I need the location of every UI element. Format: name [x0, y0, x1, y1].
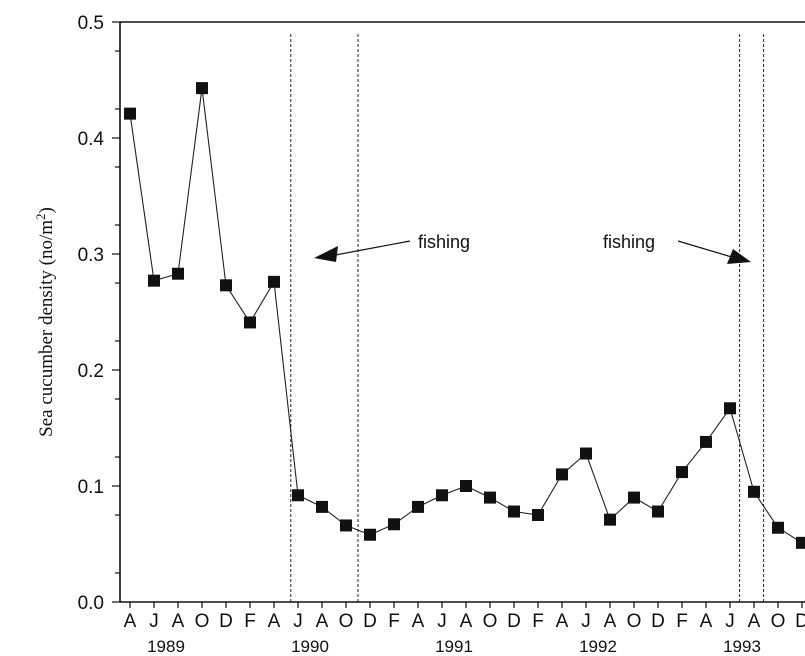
- plot-area: 0.00.10.20.30.40.5A J A O D F A J A O D F A J A O D F A J A O…: [33, 13, 805, 656]
- x-tick-label: A: [460, 611, 473, 632]
- x-tick-label: D: [507, 611, 521, 632]
- annotation-fishing-2: fishing: [603, 232, 655, 252]
- year-label: 1993: [723, 637, 761, 656]
- data-point: [388, 518, 400, 531]
- data-point: [316, 500, 328, 513]
- data-point: [340, 519, 352, 532]
- x-tick-label: J: [437, 611, 447, 632]
- x-tick-label: D: [363, 611, 377, 632]
- annotation-arrow-2: [677, 240, 736, 259]
- data-point: [172, 267, 184, 280]
- x-tick-label: A: [316, 611, 329, 632]
- x-tick-label: O: [339, 611, 354, 632]
- x-tick-label: D: [795, 611, 805, 632]
- x-tick-label: A: [172, 611, 185, 632]
- x-tick-label: J: [293, 611, 303, 632]
- data-point: [460, 480, 472, 492]
- x-tick-label: J: [725, 611, 735, 632]
- annotation-fishing-1: fishing: [418, 232, 470, 252]
- x-tick-label: O: [627, 611, 642, 632]
- x-tick-label: A: [268, 611, 281, 632]
- x-tick-label: A: [604, 611, 617, 632]
- annotation-arrow-1: [329, 240, 411, 257]
- x-tick-label: D: [651, 611, 665, 632]
- annotation-arrowhead-2: [727, 249, 751, 264]
- data-point: [796, 536, 805, 549]
- x-tick-label: F: [388, 611, 400, 632]
- x-tick-label: D: [219, 611, 233, 632]
- x-tick-label: A: [556, 611, 569, 632]
- data-point: [748, 485, 760, 498]
- data-point: [724, 402, 736, 415]
- y-axis-title: Sea cucumber density (no/m2): [33, 207, 57, 437]
- annotation-arrowhead-1: [314, 246, 338, 262]
- y-tick-label: 0.4: [78, 129, 105, 150]
- y-tick-label: 0.0: [78, 593, 104, 614]
- data-point: [220, 279, 232, 292]
- x-tick-label: O: [771, 611, 786, 632]
- x-tick-label: A: [412, 611, 425, 632]
- x-tick-label: A: [748, 611, 761, 632]
- data-point: [652, 505, 664, 518]
- data-point: [436, 489, 448, 502]
- y-tick-label: 0.1: [78, 477, 104, 498]
- data-point: [772, 521, 784, 534]
- data-point: [268, 275, 280, 288]
- x-tick-label: A: [124, 611, 137, 632]
- data-point: [700, 435, 712, 448]
- data-point: [508, 505, 520, 518]
- x-tick-label: F: [676, 611, 688, 632]
- series-line: [129, 88, 803, 544]
- data-point: [292, 489, 304, 502]
- year-label: 1991: [435, 637, 473, 656]
- x-tick-label: O: [483, 611, 498, 632]
- x-tick-label: O: [195, 611, 210, 632]
- data-point: [604, 513, 616, 526]
- data-point: [364, 528, 376, 541]
- y-tick-label: 0.2: [78, 361, 104, 382]
- x-tick-label: A: [700, 611, 713, 632]
- x-tick-label: J: [149, 611, 159, 632]
- data-point: [628, 491, 640, 504]
- year-label: 1990: [291, 637, 329, 656]
- data-point: [148, 274, 160, 287]
- data-point: [580, 447, 592, 460]
- data-point: [412, 500, 424, 513]
- year-label: 1992: [579, 637, 617, 656]
- data-point: [124, 107, 136, 120]
- data-point: [532, 509, 544, 521]
- data-point: [556, 468, 568, 481]
- y-tick-label: 0.3: [78, 245, 104, 266]
- x-tick-label: F: [532, 611, 544, 632]
- data-point: [196, 82, 208, 95]
- data-point: [484, 491, 496, 504]
- year-label: 1989: [147, 637, 185, 656]
- x-tick-label: F: [244, 611, 256, 632]
- data-point: [244, 316, 256, 329]
- data-point: [676, 466, 688, 479]
- x-tick-label: J: [581, 611, 591, 632]
- y-tick-label: 0.5: [78, 13, 104, 34]
